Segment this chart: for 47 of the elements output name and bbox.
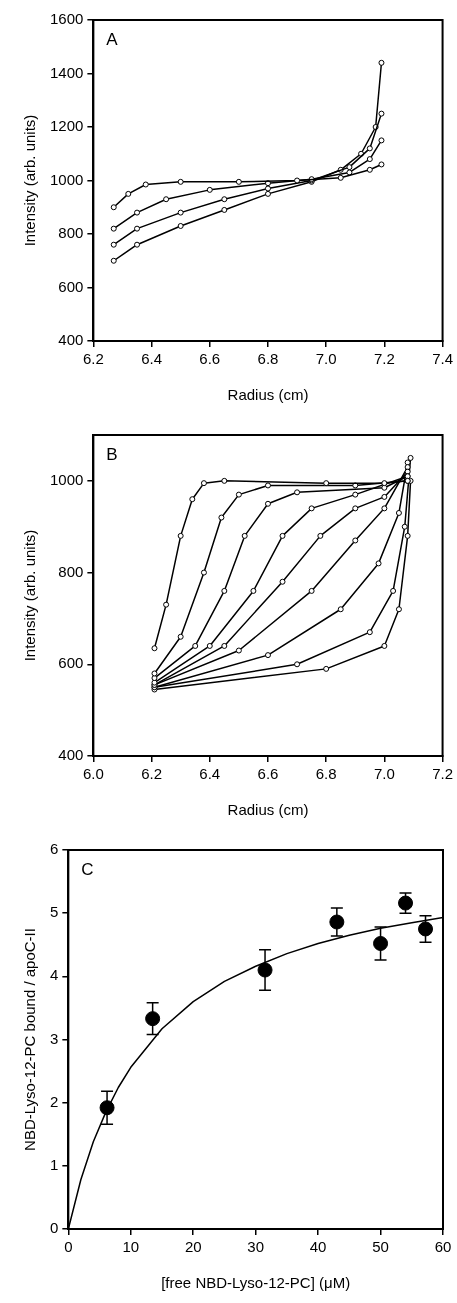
x-axis-title: [free NBD-Lyso-12-PC] (μM) (161, 1274, 351, 1292)
y-tick-label: 600 (58, 654, 84, 672)
y-tick-label: 400 (58, 746, 84, 764)
y-tick-label: 1000 (49, 471, 84, 488)
x-tick-label: 50 (372, 1238, 389, 1256)
y-axis-title: NBD-Lyso-12-PC bound / apoC-II (21, 928, 39, 1151)
y-axis-title: Intensity (arb. units) (21, 114, 39, 247)
x-tick-label: 7.0 (373, 765, 395, 783)
x-tick-label: 7.0 (315, 350, 337, 368)
x-tick-label: 6.4 (141, 350, 162, 368)
annotation: C (81, 860, 94, 880)
annotation: B (106, 445, 118, 465)
y-tick-label: 400 (58, 331, 84, 349)
y-tick-label: 800 (58, 562, 84, 580)
x-tick-label: 6.2 (141, 765, 162, 783)
y-tick-label: 3 (50, 1029, 59, 1047)
x-tick-label: 6.2 (82, 350, 104, 368)
x-tick-label: 20 (184, 1238, 202, 1256)
y-tick-label: 0 (50, 1219, 59, 1237)
x-axis-title: Radius (cm) (227, 386, 309, 404)
x-axis-title: Radius (cm) (227, 801, 309, 819)
y-tick-label: 1200 (49, 117, 84, 135)
y-tick-label: 1 (50, 1155, 59, 1173)
x-tick-label: 6.8 (257, 350, 279, 368)
y-tick-label: 600 (58, 277, 84, 295)
x-tick-label: 6.8 (315, 765, 337, 783)
x-tick-label: 7.2 (373, 350, 395, 368)
y-tick-label: 1400 (49, 63, 84, 81)
y-tick-label: 800 (58, 224, 84, 242)
annotation: A (106, 30, 119, 50)
x-tick-label: 7.2 (432, 765, 453, 783)
y-tick-label: 4 (50, 966, 59, 984)
x-tick-label: 60 (434, 1238, 452, 1256)
x-tick-label: 7.4 (432, 350, 453, 368)
x-tick-label: 40 (309, 1238, 327, 1256)
y-tick-label: 5 (50, 903, 59, 921)
x-tick-label: 6.0 (82, 765, 104, 783)
x-tick-label: 6.6 (257, 765, 279, 783)
y-tick-label: 1600 (49, 10, 84, 28)
y-tick-label: 1000 (49, 170, 84, 188)
y-tick-label: 6 (50, 840, 59, 858)
x-tick-label: 30 (247, 1238, 265, 1256)
x-tick-label: 10 (122, 1238, 140, 1256)
y-axis-title: Intensity (arb. units) (21, 529, 39, 662)
x-tick-label: 6.6 (199, 350, 221, 368)
x-tick-label: 6.4 (199, 765, 221, 783)
y-tick-label: 2 (50, 1092, 59, 1110)
